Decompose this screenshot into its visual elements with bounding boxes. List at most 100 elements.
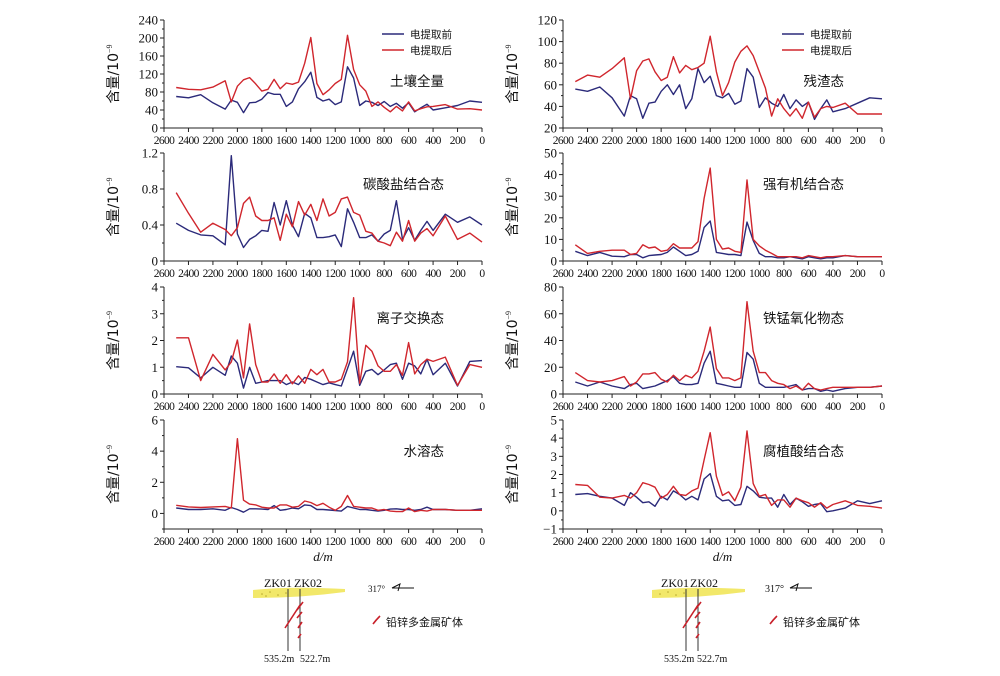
x-tick-label: 1200	[724, 401, 745, 413]
x-axis-label: d/m	[313, 549, 333, 564]
y-axis-label: 含量/10−9	[504, 311, 521, 370]
x-tick-label: 0	[879, 536, 885, 548]
x-tick-label: 1600	[276, 135, 297, 147]
y-tick-label: 0	[551, 387, 558, 402]
y-tick-label: 4	[152, 280, 159, 295]
series-line-before	[176, 350, 483, 389]
y-tick-label: 3	[152, 306, 159, 321]
y-tick-label: 10	[544, 232, 557, 247]
x-tick-label: 200	[850, 536, 866, 548]
y-tick-label: 240	[139, 13, 159, 28]
y-tick-label: 0	[152, 387, 159, 402]
x-tick-label: 1600	[675, 536, 696, 548]
x-tick-label: 200	[850, 401, 866, 413]
series-line-before	[575, 350, 883, 392]
x-tick-label: 400	[825, 536, 841, 548]
x-tick-label: 2000	[227, 401, 248, 413]
y-tick-label: 40	[145, 103, 158, 118]
x-tick-label: 2600	[154, 268, 175, 280]
y-tick-label: 20	[544, 360, 557, 375]
x-tick-label: 400	[425, 135, 441, 147]
x-tick-label: 200	[450, 401, 466, 413]
series-line-before	[176, 504, 483, 513]
x-tick-label: 1800	[252, 268, 273, 280]
x-tick-label: 1200	[724, 135, 745, 147]
y-tick-label: 0	[551, 503, 558, 518]
x-tick-label: 1400	[700, 268, 721, 280]
x-tick-label: 0	[879, 401, 885, 413]
x-tick-label: 1000	[749, 536, 770, 548]
y-tick-label: 50	[544, 146, 557, 161]
series-line-before	[575, 67, 883, 121]
x-tick-label: 1600	[276, 536, 297, 548]
x-tick-label: 800	[376, 268, 392, 280]
y-tick-label: 4	[152, 444, 159, 459]
series-line-before	[175, 154, 483, 249]
x-tick-label: 0	[479, 536, 485, 548]
y-tick-label: 30	[544, 189, 557, 204]
x-tick-label: 2400	[577, 268, 598, 280]
x-tick-label: 2400	[178, 135, 199, 147]
y-tick-label: 4	[551, 431, 558, 446]
y-tick-label: 1	[551, 485, 558, 500]
x-tick-label: 1400	[300, 268, 321, 280]
x-tick-label: 1400	[300, 536, 321, 548]
x-tick-label: 200	[450, 135, 466, 147]
x-tick-label: 2400	[577, 536, 598, 548]
x-tick-label: 1800	[252, 135, 273, 147]
y-tick-label: 2	[152, 333, 159, 348]
x-tick-label: 1000	[749, 135, 770, 147]
x-tick-label: 2000	[227, 536, 248, 548]
x-tick-label: 2600	[154, 135, 175, 147]
x-tick-label: 1600	[675, 135, 696, 147]
y-axis-label: 含量/10−9	[504, 445, 521, 504]
y-axis-label: 含量/10−9	[105, 445, 122, 504]
series-line-before	[575, 472, 883, 513]
x-tick-label: 1600	[675, 268, 696, 280]
x-tick-label: 600	[401, 536, 417, 548]
x-tick-label: 2600	[553, 135, 574, 147]
x-tick-label: 1400	[700, 135, 721, 147]
y-tick-label: 0.4	[142, 218, 159, 233]
legend-label-before: 电提取前	[810, 28, 852, 41]
x-tick-label: 2600	[154, 536, 175, 548]
x-tick-label: 1800	[651, 135, 672, 147]
y-tick-label: 40	[544, 333, 557, 348]
x-tick-label: 600	[801, 401, 817, 413]
x-tick-label: 2600	[553, 268, 574, 280]
y-tick-label: 60	[544, 306, 557, 321]
x-tick-label: 1600	[276, 268, 297, 280]
x-tick-label: 400	[825, 135, 841, 147]
x-tick-label: 800	[376, 401, 392, 413]
x-tick-label: 600	[801, 536, 817, 548]
x-tick-label: 200	[450, 536, 466, 548]
x-tick-label: 1400	[700, 401, 721, 413]
y-axis-label: 含量/10−9	[105, 311, 122, 370]
y-tick-label: −1	[543, 522, 557, 537]
x-tick-label: 600	[801, 268, 817, 280]
series-line-after	[574, 167, 882, 259]
x-tick-label: 0	[479, 268, 485, 280]
x-tick-label: 2200	[203, 401, 224, 413]
y-tick-label: 1	[152, 360, 159, 375]
y-tick-label: 5	[551, 413, 558, 428]
x-tick-label: 2200	[203, 536, 224, 548]
panel-title: 水溶态	[404, 444, 445, 460]
y-tick-label: 2	[551, 467, 558, 482]
y-axis-label: 含量/10−9	[105, 44, 122, 103]
x-tick-label: 2000	[227, 135, 248, 147]
y-tick-label: 0	[551, 254, 558, 269]
y-tick-label: 160	[139, 49, 159, 64]
x-tick-label: 800	[776, 536, 792, 548]
x-tick-label: 2600	[553, 536, 574, 548]
y-tick-label: 3	[551, 449, 558, 464]
x-tick-label: 2200	[602, 401, 623, 413]
x-tick-label: 2000	[626, 268, 647, 280]
x-tick-label: 2400	[178, 401, 199, 413]
x-tick-label: 200	[850, 135, 866, 147]
x-tick-label: 1000	[349, 401, 370, 413]
